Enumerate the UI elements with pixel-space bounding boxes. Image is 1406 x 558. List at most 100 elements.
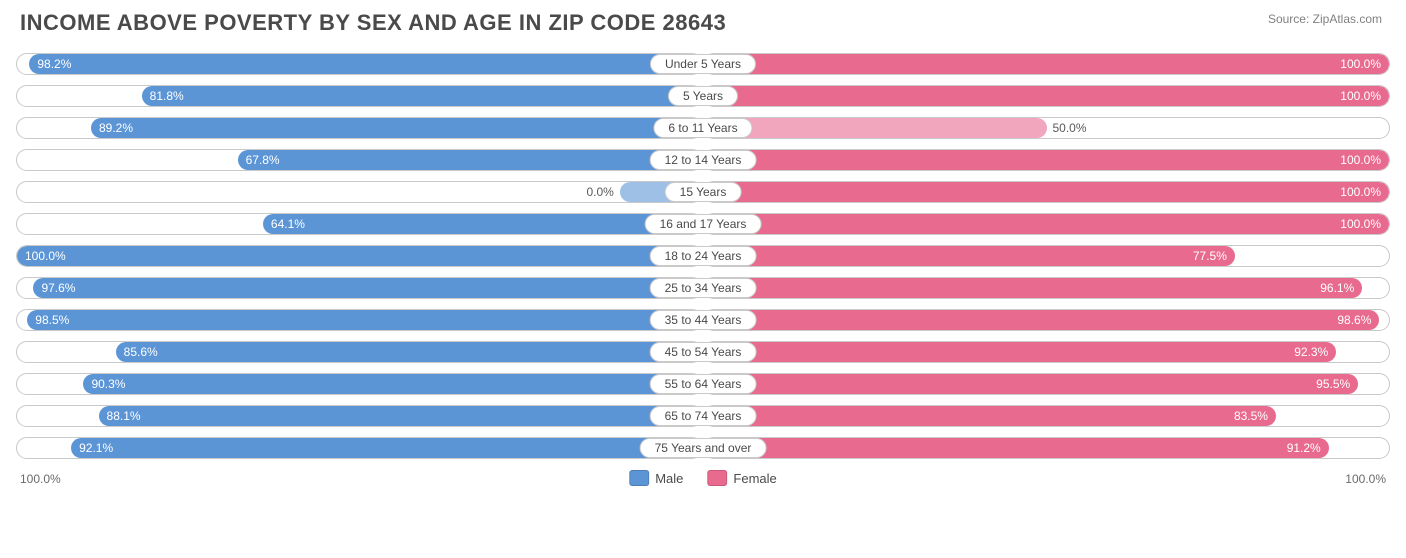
male-value: 98.5% xyxy=(35,313,69,327)
male-track: 67.8% xyxy=(16,149,703,171)
swatch-male xyxy=(629,470,649,486)
legend-male-label: Male xyxy=(655,471,683,486)
chart-row: 64.1% 100.0% 16 and 17 Years xyxy=(16,210,1390,238)
male-track: 98.2% xyxy=(16,53,703,75)
axis-right-label: 100.0% xyxy=(1345,472,1386,486)
female-bar: 96.1% xyxy=(704,278,1362,298)
male-value: 98.2% xyxy=(37,57,71,71)
female-bar: 100.0% xyxy=(704,182,1389,202)
age-label: 5 Years xyxy=(668,86,738,106)
age-label: 18 to 24 Years xyxy=(650,246,757,266)
male-track: 89.2% xyxy=(16,117,703,139)
age-label: Under 5 Years xyxy=(650,54,756,74)
male-value: 64.1% xyxy=(271,217,305,231)
age-label: 15 Years xyxy=(665,182,742,202)
female-bar: 83.5% xyxy=(704,406,1276,426)
male-bar: 97.6% xyxy=(33,278,702,298)
female-bar: 100.0% xyxy=(704,86,1389,106)
age-label: 65 to 74 Years xyxy=(650,406,757,426)
female-bar xyxy=(704,118,1047,138)
age-label: 55 to 64 Years xyxy=(650,374,757,394)
male-track: 92.1% xyxy=(16,437,703,459)
male-track: 90.3% xyxy=(16,373,703,395)
female-value: 92.3% xyxy=(1294,345,1328,359)
male-track: 88.1% xyxy=(16,405,703,427)
male-value: 89.2% xyxy=(99,121,133,135)
chart-row: 90.3% 95.5% 55 to 64 Years xyxy=(16,370,1390,398)
male-bar: 92.1% xyxy=(71,438,702,458)
age-label: 16 and 17 Years xyxy=(645,214,762,234)
male-value: 67.8% xyxy=(246,153,280,167)
age-label: 25 to 34 Years xyxy=(650,278,757,298)
male-bar: 64.1% xyxy=(263,214,702,234)
age-label: 35 to 44 Years xyxy=(650,310,757,330)
female-value: 100.0% xyxy=(1340,89,1381,103)
male-track: 100.0% xyxy=(16,245,703,267)
chart-row: 0.0% 100.0%15 Years xyxy=(16,178,1390,206)
legend-male: Male xyxy=(629,470,683,486)
chart-row: 88.1% 83.5% 65 to 74 Years xyxy=(16,402,1390,430)
swatch-female xyxy=(707,470,727,486)
female-bar: 95.5% xyxy=(704,374,1358,394)
female-bar: 92.3% xyxy=(704,342,1336,362)
male-bar: 67.8% xyxy=(238,150,702,170)
female-value: 96.1% xyxy=(1320,281,1354,295)
chart-row: 89.2% 50.0%6 to 11 Years xyxy=(16,114,1390,142)
age-label: 45 to 54 Years xyxy=(650,342,757,362)
female-bar: 100.0% xyxy=(704,150,1389,170)
male-track: 0.0% xyxy=(16,181,703,203)
age-label: 75 Years and over xyxy=(640,438,767,458)
male-bar: 100.0% xyxy=(17,246,702,266)
male-bar: 88.1% xyxy=(99,406,702,426)
source-label: Source: ZipAtlas.com xyxy=(1268,12,1382,26)
female-value: 98.6% xyxy=(1337,313,1371,327)
female-value: 91.2% xyxy=(1287,441,1321,455)
male-bar: 98.2% xyxy=(29,54,702,74)
female-track: 100.0% xyxy=(703,53,1390,75)
chart-footer: 100.0% 100.0% Male Female xyxy=(16,470,1390,494)
female-track: 98.6% xyxy=(703,309,1390,331)
male-bar: 90.3% xyxy=(83,374,702,394)
female-track: 77.5% xyxy=(703,245,1390,267)
female-value: 100.0% xyxy=(1340,217,1381,231)
male-track: 64.1% xyxy=(16,213,703,235)
male-value: 90.3% xyxy=(91,377,125,391)
legend-female-label: Female xyxy=(733,471,776,486)
male-bar: 81.8% xyxy=(142,86,702,106)
chart-row: 98.5% 98.6% 35 to 44 Years xyxy=(16,306,1390,334)
female-bar: 100.0% xyxy=(704,54,1389,74)
female-track: 83.5% xyxy=(703,405,1390,427)
female-track: 50.0% xyxy=(703,117,1390,139)
male-value: 92.1% xyxy=(79,441,113,455)
male-value: 100.0% xyxy=(25,249,66,263)
female-track: 100.0% xyxy=(703,85,1390,107)
chart-row: 100.0% 77.5%18 to 24 Years xyxy=(16,242,1390,270)
female-bar: 98.6% xyxy=(704,310,1379,330)
male-track: 81.8% xyxy=(16,85,703,107)
male-bar: 89.2% xyxy=(91,118,702,138)
axis-left-label: 100.0% xyxy=(20,472,61,486)
chart-row: 85.6% 92.3% 45 to 54 Years xyxy=(16,338,1390,366)
chart-row: 98.2% 100.0% Under 5 Years xyxy=(16,50,1390,78)
male-track: 97.6% xyxy=(16,277,703,299)
female-track: 100.0% xyxy=(703,181,1390,203)
male-bar: 98.5% xyxy=(27,310,702,330)
chart-row: 81.8% 100.0% 5 Years xyxy=(16,82,1390,110)
male-track: 98.5% xyxy=(16,309,703,331)
female-bar: 100.0% xyxy=(704,214,1389,234)
female-value: 100.0% xyxy=(1340,57,1381,71)
male-value: 97.6% xyxy=(41,281,75,295)
male-value: 0.0% xyxy=(586,185,619,199)
chart-row: 97.6% 96.1% 25 to 34 Years xyxy=(16,274,1390,302)
female-value: 83.5% xyxy=(1234,409,1268,423)
chart-title: INCOME ABOVE POVERTY BY SEX AND AGE IN Z… xyxy=(16,0,1390,50)
female-track: 96.1% xyxy=(703,277,1390,299)
male-bar: 85.6% xyxy=(116,342,702,362)
female-track: 100.0% xyxy=(703,213,1390,235)
legend: Male Female xyxy=(629,470,777,486)
male-value: 81.8% xyxy=(150,89,184,103)
female-track: 91.2% xyxy=(703,437,1390,459)
chart-container: INCOME ABOVE POVERTY BY SEX AND AGE IN Z… xyxy=(0,0,1406,558)
female-value: 95.5% xyxy=(1316,377,1350,391)
age-label: 6 to 11 Years xyxy=(653,118,752,138)
